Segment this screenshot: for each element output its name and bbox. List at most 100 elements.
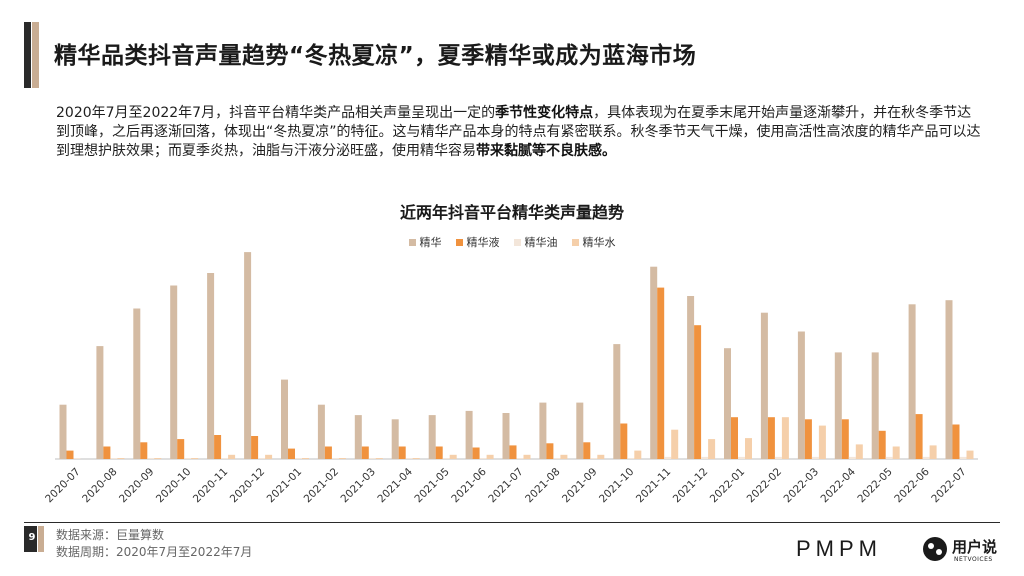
x-tick-label: 2021-12 xyxy=(671,466,711,506)
bar-2020-11-精华水 xyxy=(228,454,236,459)
x-tick-label: 2021-07 xyxy=(486,466,526,506)
legend-swatch xyxy=(513,238,521,246)
body-text-segment: ，具体表现为在夏季末尾开始声量逐渐攀升，并在秋冬季节达到顶峰，之后再逐渐回落，体… xyxy=(56,105,981,159)
x-tick-label: 2022-04 xyxy=(818,466,858,506)
x-tick-label: 2021-01 xyxy=(265,466,305,506)
bar-2021-03-精华液 xyxy=(361,446,369,459)
bar-2021-03-精华油 xyxy=(368,458,376,459)
bar-2021-11-精华液 xyxy=(657,287,665,459)
x-tick-label: 2020-12 xyxy=(228,466,268,506)
x-tick-label: 2022-06 xyxy=(892,466,932,506)
body-paragraph: 2020年7月至2022年7月，抖音平台精华类产品相关声量呈现出一定的季节性变化… xyxy=(56,104,981,161)
bar-2022-03-精华 xyxy=(797,331,805,459)
x-tick-label: 2022-03 xyxy=(782,466,822,506)
bar-2021-03-精华 xyxy=(354,415,362,459)
bar-2020-09-精华 xyxy=(133,308,141,459)
x-tick-label: 2021-09 xyxy=(560,466,600,506)
bar-2021-10-精华液 xyxy=(620,423,628,459)
x-tick-label: 2020-11 xyxy=(191,466,231,506)
page-title: 精华品类抖音声量趋势“冬热夏凉”，夏季精华或成为蓝海市场 xyxy=(54,43,697,69)
bar-2021-01-精华液 xyxy=(288,448,295,459)
bar-2021-02-精华油 xyxy=(331,458,339,459)
bar-2022-03-精华油 xyxy=(811,456,819,459)
bar-2020-12-精华 xyxy=(244,252,252,459)
bar-2021-01-精华 xyxy=(281,379,288,459)
bar-2020-11-精华 xyxy=(207,273,215,459)
bar-2021-02-精华 xyxy=(317,404,325,459)
legend-item: 精华液 xyxy=(455,234,500,250)
footer-source: 数据来源：巨量算数 xyxy=(56,528,165,542)
bar-2021-02-精华水 xyxy=(338,458,346,459)
bar-2021-02-精华液 xyxy=(324,446,332,459)
legend-item: 精华水 xyxy=(571,234,616,250)
bar-2022-01-精华液 xyxy=(731,417,738,459)
bar-2020-09-精华液 xyxy=(140,442,148,459)
body-text-segment: 季节性变化特点 xyxy=(495,105,594,121)
bar-2021-07-精华油 xyxy=(516,458,524,459)
bar-2021-12-精华油 xyxy=(701,456,709,459)
bar-2022-05-精华油 xyxy=(885,456,893,459)
legend-swatch xyxy=(455,238,463,246)
bar-2022-07-精华 xyxy=(945,300,953,459)
legend-swatch xyxy=(571,238,579,246)
title-accent-bar-dark xyxy=(24,22,31,88)
bar-2021-04-精华油 xyxy=(405,458,413,459)
bar-2020-08-精华液 xyxy=(103,446,111,459)
bar-2020-11-精华油 xyxy=(221,458,229,459)
bar-2022-04-精华液 xyxy=(841,419,849,459)
bar-2021-04-精华 xyxy=(391,419,399,459)
bar-2022-02-精华液 xyxy=(767,417,775,459)
bar-2020-12-精华水 xyxy=(265,454,273,459)
bar-2021-05-精华水 xyxy=(449,454,457,459)
bar-2021-07-精华水 xyxy=(523,454,531,459)
bar-2022-01-精华 xyxy=(724,348,731,459)
bar-2021-05-精华 xyxy=(428,415,436,459)
bar-2021-08-精华水 xyxy=(560,454,568,459)
bar-2020-09-精华油 xyxy=(147,458,155,459)
bar-2020-12-精华液 xyxy=(251,436,259,459)
bar-2021-09-精华液 xyxy=(583,442,591,459)
x-tick-label: 2020-07 xyxy=(43,466,83,506)
bar-2022-01-精华油 xyxy=(738,456,745,459)
bar-2021-05-精华油 xyxy=(442,458,450,459)
bar-2022-06-精华液 xyxy=(915,414,923,459)
bar-2021-04-精华液 xyxy=(398,446,406,459)
bar-2022-05-精华液 xyxy=(878,430,886,459)
x-tick-label: 2021-11 xyxy=(634,466,674,506)
x-tick-label: 2021-10 xyxy=(597,466,637,506)
legend-item: 精华油 xyxy=(513,234,558,250)
x-tick-label: 2020-08 xyxy=(80,466,120,506)
bar-2022-06-精华油 xyxy=(922,456,930,459)
x-tick-label: 2022-01 xyxy=(708,466,748,506)
bar-2021-03-精华水 xyxy=(375,458,383,459)
brand-yonghushuo: 用户说 xyxy=(952,538,998,556)
x-tick-label: 2022-02 xyxy=(745,466,785,506)
x-tick-label: 2021-06 xyxy=(449,466,489,506)
x-tick-label: 2021-03 xyxy=(339,466,379,506)
bar-2020-08-精华 xyxy=(96,346,104,459)
bar-2022-02-精华水 xyxy=(781,417,789,459)
x-tick-label: 2020-09 xyxy=(117,466,157,506)
bar-2020-12-精华油 xyxy=(258,458,266,459)
bar-2020-07-精华 xyxy=(59,404,67,459)
bar-2021-08-精华液 xyxy=(546,443,554,459)
legend-label: 精华 xyxy=(419,236,442,249)
page-number: 9 xyxy=(28,532,36,543)
bar-2021-07-精华 xyxy=(502,413,510,459)
brand-pmpm-logo: PMPM xyxy=(796,536,882,561)
bar-2022-06-精华 xyxy=(908,304,916,459)
bar-2020-10-精华水 xyxy=(191,458,199,459)
legend-label: 精华油 xyxy=(524,236,558,249)
bar-2022-07-精华液 xyxy=(952,424,960,459)
bar-2022-04-精华 xyxy=(834,352,842,459)
bar-2021-10-精华油 xyxy=(627,458,635,459)
bar-2021-12-精华液 xyxy=(694,325,702,459)
chart-title: 近两年抖音平台精华类声量趋势 xyxy=(399,203,624,222)
brand-netvoices: NETVOICES xyxy=(954,556,993,563)
netvoices-logo-icon xyxy=(923,537,947,561)
bar-2021-10-精华水 xyxy=(634,450,642,459)
bar-2021-09-精华油 xyxy=(590,458,598,459)
bar-2021-01-精华水 xyxy=(302,458,309,459)
bar-2020-10-精华液 xyxy=(177,439,185,459)
